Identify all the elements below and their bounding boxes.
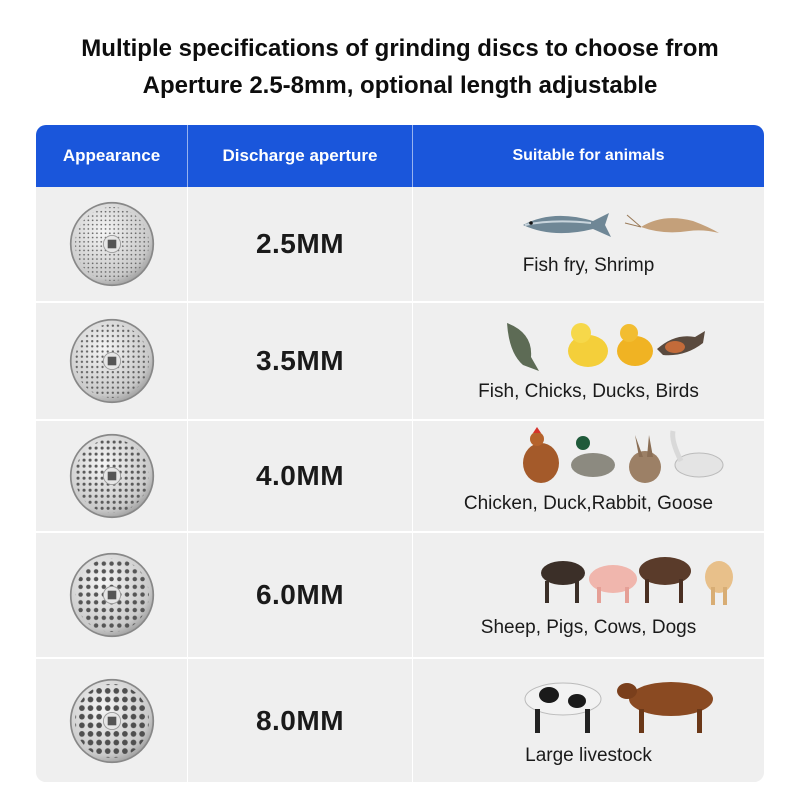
animals-text: Fish, Chicks, Ducks, Birds — [478, 381, 699, 402]
header-suitable-animals: Suitable for animals — [512, 147, 665, 164]
aperture-cell: 4.0MM — [188, 421, 412, 531]
fish-chicks-ducks-birds-image — [507, 323, 705, 371]
animals-cell: Fish fry, Shrimp — [413, 187, 764, 301]
row-divider — [36, 301, 764, 303]
appearance-cell — [36, 421, 187, 531]
headline-line-2: Aperture 2.5-8mm, optional length adjust… — [142, 72, 658, 99]
fish-shrimp-image — [523, 213, 719, 237]
spec-table: Appearance Discharge aperture Suitable f… — [36, 125, 764, 782]
appearance-cell — [36, 659, 187, 782]
aperture-value: 2.5MM — [255, 228, 345, 259]
grinding-disc-8-0-image — [69, 678, 154, 763]
row-divider — [36, 657, 764, 659]
animals-text: Chicken, Duck,Rabbit, Goose — [463, 493, 714, 514]
table-header: Appearance Discharge aperture Suitable f… — [36, 125, 764, 187]
chicken-duck-rabbit-goose-image — [523, 427, 724, 483]
header-divider — [412, 125, 413, 187]
aperture-value: 4.0MM — [255, 460, 345, 491]
row-divider — [36, 531, 764, 533]
table-row: 8.0MM Large livestock — [36, 659, 764, 782]
animals-text: Sheep, Pigs, Cows, Dogs — [480, 617, 697, 638]
page-headline: Multiple specifications of grinding disc… — [0, 30, 800, 104]
grinding-disc-2-5-image — [69, 201, 154, 287]
column-divider — [412, 187, 413, 782]
table-row: 4.0MM Chicken, Duck,Rabbit, Goose — [36, 421, 764, 531]
large-livestock-image — [524, 682, 713, 733]
header-divider — [187, 125, 188, 187]
table-row: 2.5MM Fish fry, Shrimp — [36, 187, 764, 301]
header-appearance: Appearance — [62, 146, 161, 165]
aperture-value: 3.5MM — [255, 345, 345, 376]
animals-text: Large livestock — [525, 745, 652, 766]
aperture-cell: 8.0MM — [188, 659, 412, 782]
table-row: 3.5MM Fish, Chicks, Ducks, Birds — [36, 303, 764, 419]
appearance-cell — [36, 187, 187, 301]
table-row: 6.0MM Sheep, Pigs, Cows, Dogs — [36, 533, 764, 657]
row-divider — [36, 419, 764, 421]
headline-line-1: Multiple specifications of grinding disc… — [81, 35, 719, 62]
header-discharge-aperture: Discharge aperture — [222, 146, 378, 165]
sheep-pigs-cows-dogs-image — [541, 557, 733, 605]
animals-text: Fish fry, Shrimp — [522, 255, 655, 276]
aperture-cell: 3.5MM — [188, 303, 412, 419]
animals-cell: Chicken, Duck,Rabbit, Goose — [413, 421, 764, 531]
appearance-cell — [36, 303, 187, 419]
animals-cell: Fish, Chicks, Ducks, Birds — [413, 303, 764, 419]
column-divider — [187, 187, 188, 782]
grinding-disc-3-5-image — [69, 318, 154, 404]
aperture-value: 6.0MM — [255, 579, 345, 610]
appearance-cell — [36, 533, 187, 657]
grinding-disc-4-0-image — [69, 433, 154, 519]
aperture-cell: 6.0MM — [188, 533, 412, 657]
animals-cell: Large livestock — [413, 659, 764, 782]
aperture-value: 8.0MM — [255, 704, 345, 736]
animals-cell: Sheep, Pigs, Cows, Dogs — [413, 533, 764, 657]
grinding-disc-6-0-image — [69, 552, 154, 638]
aperture-cell: 2.5MM — [188, 187, 412, 301]
